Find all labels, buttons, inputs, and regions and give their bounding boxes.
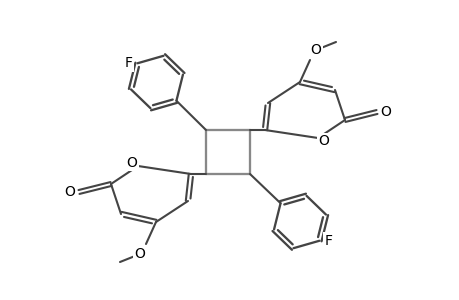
Text: O: O xyxy=(126,156,137,170)
Text: O: O xyxy=(64,185,75,199)
Text: F: F xyxy=(124,56,132,70)
Text: F: F xyxy=(324,234,332,248)
Text: O: O xyxy=(310,43,321,57)
Text: O: O xyxy=(318,134,329,148)
Text: O: O xyxy=(380,105,391,119)
Text: O: O xyxy=(134,247,145,261)
